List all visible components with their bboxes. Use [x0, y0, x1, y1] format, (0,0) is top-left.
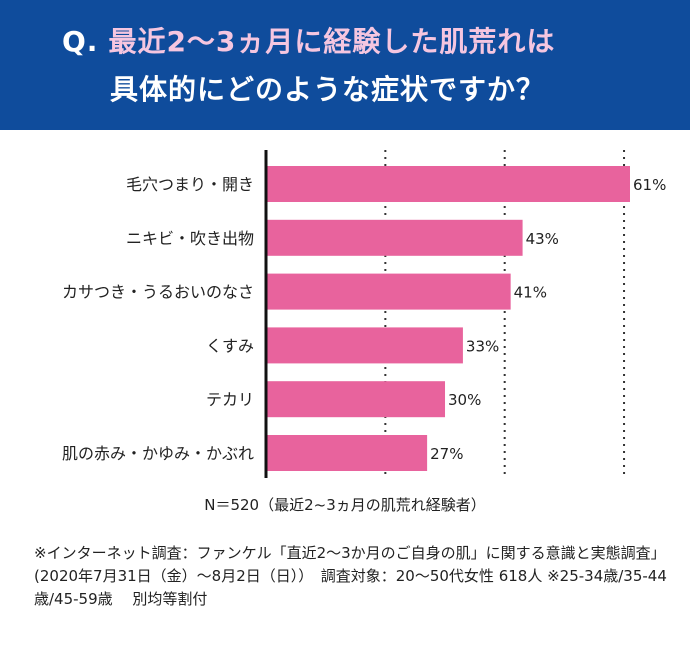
value-label-5: 27%	[430, 445, 463, 463]
bar-2	[266, 273, 511, 310]
value-label-1: 43%	[526, 230, 559, 248]
category-label-4: テカリ	[206, 390, 254, 409]
category-label-0: 毛穴つまり・開き	[126, 175, 254, 194]
survey-footnote: ※インターネット調査：ファンケル「直近2～3か月のご自身の肌」に関する意識と実態…	[34, 544, 667, 608]
bar-chart: 毛穴つまり・開き 61% ニキビ・吹き出物 43% カサつき・うるおいのなさ 41% くすみ…	[62, 150, 666, 478]
value-label-3: 33%	[466, 337, 499, 355]
category-label-5: 肌の赤み・かゆみ・かぶれ	[62, 444, 254, 463]
category-label-1: ニキビ・吹き出物	[126, 229, 254, 248]
value-label-4: 30%	[448, 391, 481, 409]
bar-4	[266, 381, 446, 418]
bar-1	[266, 219, 523, 256]
category-label-2: カサつき・うるおいのなさ	[62, 283, 254, 302]
question-text-2: 具体的にどのような症状ですか？	[110, 73, 546, 106]
question-header: Q. 最近2～3ヵ月に経験した肌荒れは 具体的にどのような症状ですか？	[0, 0, 690, 130]
value-label-0: 61%	[633, 176, 666, 194]
bar-0	[266, 166, 630, 202]
bar-3	[266, 327, 463, 364]
category-label-3: くすみ	[206, 336, 254, 355]
value-label-2: 41%	[514, 284, 547, 302]
bar-5	[266, 435, 428, 471]
question-line-1: Q. 最近2～3ヵ月に経験した肌荒れは	[62, 20, 555, 60]
question-text-1: 最近2～3ヵ月に経験した肌荒れは	[108, 25, 556, 58]
sample-size-note: N＝520（最近2~3ヵ月の肌荒れ経験者）	[204, 496, 486, 514]
question-mark: Q.	[62, 25, 99, 58]
